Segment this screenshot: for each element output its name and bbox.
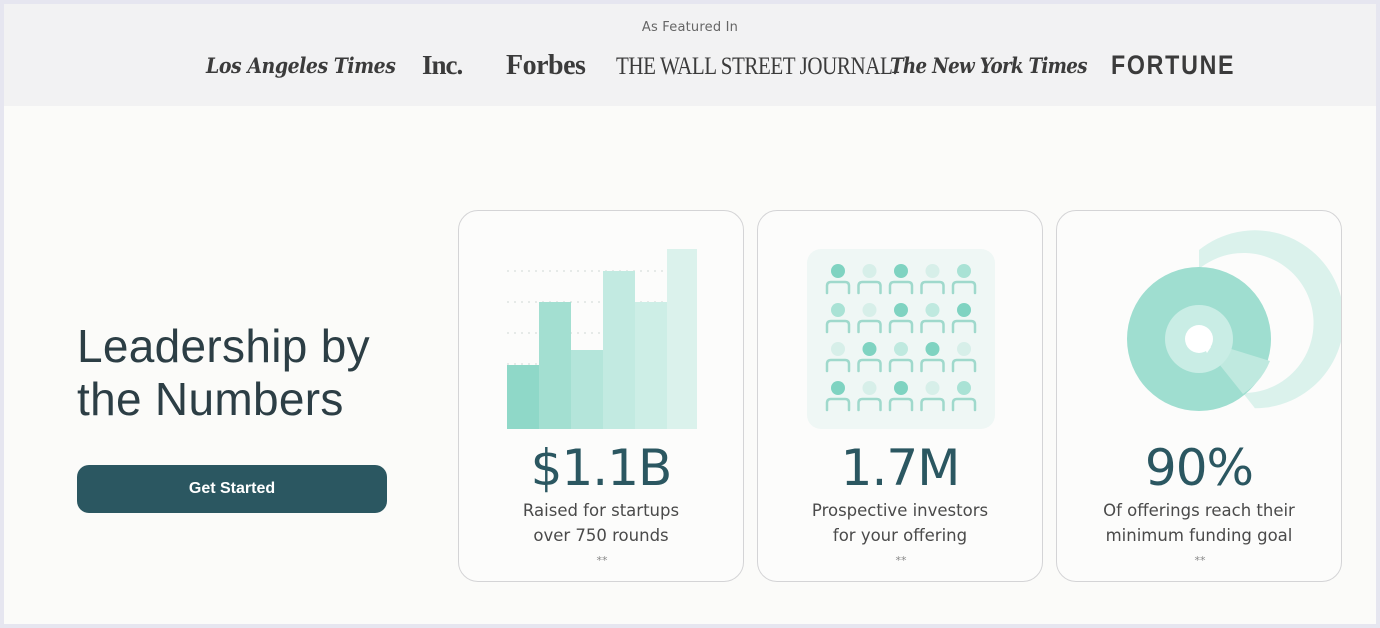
logo-forbes: Forbes [506, 50, 586, 81]
page: As Featured In Los Angeles Times Inc. Fo… [4, 4, 1376, 624]
footnote-mark: ** [1194, 554, 1206, 567]
person-head-icon [957, 303, 971, 317]
footnote-mark: ** [596, 554, 608, 567]
person-head-icon [831, 342, 845, 356]
person-body-icon [857, 358, 882, 373]
person-body-icon [951, 358, 977, 373]
person-head-icon [831, 264, 845, 278]
person-body-icon [888, 358, 914, 373]
stat-description-line-1: Of offerings reach their [1103, 501, 1295, 520]
person-body-icon [857, 397, 882, 412]
get-started-button[interactable]: Get Started [77, 465, 387, 513]
person-head-icon [862, 342, 877, 356]
featured-in-label: As Featured In [641, 20, 739, 35]
stat-description: Of offerings reach their minimum funding… [1057, 498, 1341, 573]
stat-description: Raised for startups over 750 rounds ** [459, 498, 743, 573]
person-head-icon [925, 381, 940, 395]
person-head-icon [894, 381, 908, 395]
logo-wall-street-journal: THE WALL STREET JOURNAL. [616, 53, 898, 80]
person-body-icon [857, 319, 882, 334]
person-body-icon [825, 358, 851, 373]
person-head-icon [925, 303, 940, 317]
person-body-icon [825, 319, 851, 334]
stat-card-funds-raised: $1.1B Raised for startups over 750 round… [458, 210, 744, 582]
stat-description-line-2: minimum funding goal ** [1057, 523, 1341, 573]
person-head-icon [894, 264, 908, 278]
person-body-icon [888, 280, 914, 295]
stat-description: Prospective investors for your offering *… [758, 498, 1042, 573]
logo-inc: Inc. [422, 50, 463, 80]
stat-value: 90% [1144, 439, 1254, 497]
featured-in-banner: As Featured In Los Angeles Times Inc. Fo… [4, 4, 1376, 106]
bar-chart-illustration [507, 249, 697, 429]
person-body-icon [857, 280, 882, 295]
press-logos: Los Angeles Times Inc. Forbes THE WALL S… [4, 48, 1376, 88]
stat-description-line-2: over 750 rounds ** [459, 523, 743, 573]
person-head-icon [862, 264, 877, 278]
person-head-icon [894, 342, 908, 356]
person-body-icon [825, 280, 851, 295]
person-icons [825, 264, 977, 412]
person-body-icon [920, 358, 945, 373]
section-title-line-1: Leadership by [77, 320, 370, 372]
person-body-icon [888, 397, 914, 412]
person-head-icon [862, 303, 877, 317]
section-title: Leadership by the Numbers [77, 320, 370, 426]
person-head-icon [957, 264, 971, 278]
person-body-icon [920, 319, 945, 334]
stat-value: $1.1B [530, 439, 673, 497]
footnote-mark: ** [895, 554, 907, 567]
person-head-icon [925, 342, 940, 356]
person-head-icon [925, 264, 940, 278]
person-head-icon [957, 342, 971, 356]
stat-description-line-1: Prospective investors [811, 501, 989, 520]
person-body-icon [951, 397, 977, 412]
person-body-icon [888, 319, 914, 334]
person-body-icon [951, 319, 977, 334]
person-body-icon [825, 397, 851, 412]
target-illustration [1127, 230, 1341, 411]
person-head-icon [894, 303, 908, 317]
section-title-line-2: the Numbers [77, 373, 344, 425]
stat-card-investors: 1.7M Prospective investors for your offe… [757, 210, 1043, 582]
person-body-icon [920, 397, 945, 412]
stat-description-line-1: Raised for startups [522, 501, 680, 520]
logo-fortune: FORTUNE [1111, 50, 1236, 80]
person-head-icon [831, 381, 845, 395]
stat-value: 1.7M [840, 439, 961, 497]
person-head-icon [831, 303, 845, 317]
person-body-icon [920, 280, 945, 295]
logo-new-york-times: The New York Times [890, 53, 1088, 78]
person-head-icon [862, 381, 877, 395]
investors-grid-illustration [807, 249, 995, 429]
stat-description-line-2: for your offering ** [758, 523, 1042, 573]
logo-los-angeles-times: Los Angeles Times [206, 53, 396, 78]
person-head-icon [957, 381, 971, 395]
stat-card-offerings-success: 90% Of offerings reach their minimum fun… [1056, 210, 1342, 582]
person-body-icon [951, 280, 977, 295]
